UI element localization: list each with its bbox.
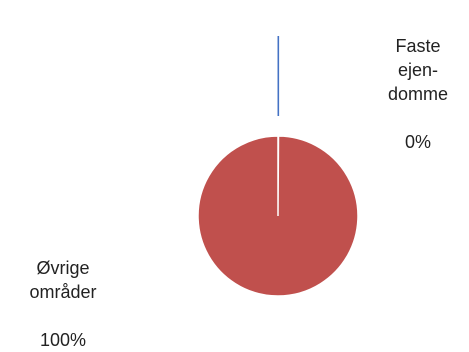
slice-name-ovrige-omrader: Øvrige områder [29, 258, 97, 302]
slice-label-ovrige-omrader: Øvrige områder 100% [0, 232, 126, 352]
pie-slice-1 [197, 135, 359, 297]
slice-percent-ovrige-omrader: 100% [39, 330, 87, 350]
pie-chart: Faste ejen- domme 0% Øvrige områder 100% [29, 10, 458, 350]
slice-percent-faste-ejendomme: 0% [404, 132, 431, 152]
pie-svg [197, 35, 359, 297]
slice-name-faste-ejendomme: Faste ejen- domme [387, 36, 449, 104]
slice-label-faste-ejendomme: Faste ejen- domme 0% [378, 10, 458, 154]
